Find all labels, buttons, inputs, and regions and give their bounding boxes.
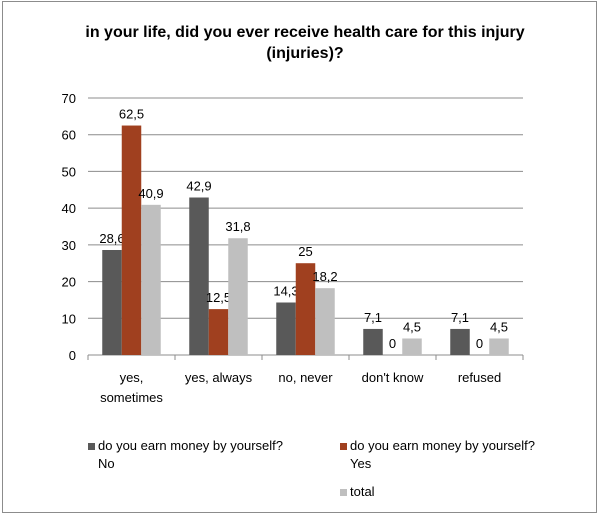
x-tick-label: yes, [120, 370, 144, 385]
bar [402, 338, 422, 355]
data-label: 7,1 [451, 310, 469, 325]
bar [489, 338, 509, 355]
bar [189, 197, 209, 355]
data-label: 4,5 [490, 319, 508, 334]
legend-label-yes: do you earn money by yourself? [350, 438, 535, 453]
bar [295, 263, 316, 355]
data-label: 40,9 [138, 186, 163, 201]
x-tick-label: don't know [362, 370, 424, 385]
data-label: 18,2 [312, 269, 337, 284]
data-label: 7,1 [364, 310, 382, 325]
data-label: 0 [476, 336, 483, 351]
data-label: 4,5 [403, 319, 421, 334]
data-label: 42,9 [186, 178, 211, 193]
bar-chart: 0 10 20 30 40 50 60 70 28,6 62,5 40,9 yes, sometimes… [62, 91, 524, 405]
bar [208, 309, 229, 355]
data-label: 62,5 [119, 107, 144, 122]
chart-title: in your life, did you ever receive healt… [85, 24, 525, 62]
bar [228, 238, 248, 355]
y-tick-label: 30 [62, 238, 76, 253]
data-label: 12,5 [206, 290, 231, 305]
bar [363, 328, 383, 355]
data-label: 25 [298, 244, 312, 259]
bar [276, 302, 296, 355]
y-tick-label: 60 [62, 128, 76, 143]
y-tick-label: 0 [69, 348, 76, 363]
data-label: 28,6 [99, 231, 124, 246]
y-tick-label: 40 [62, 201, 76, 216]
y-tick-label: 70 [62, 91, 76, 106]
legend-label-total: total [350, 484, 375, 499]
data-label: 14,3 [273, 283, 298, 298]
bar [141, 204, 161, 355]
y-tick-label: 50 [62, 164, 76, 179]
legend-label-yes-sub: Yes [350, 456, 372, 471]
x-tick-label: refused [458, 370, 501, 385]
legend-swatch-total [340, 489, 347, 496]
x-tick-label: no, never [278, 370, 333, 385]
bar [102, 249, 122, 355]
legend-swatch-yes [340, 443, 347, 450]
x-tick-label: yes, always [185, 370, 253, 385]
y-tick-label: 20 [62, 275, 76, 290]
data-label: 0 [389, 336, 396, 351]
legend-label-no-sub: No [98, 456, 115, 471]
data-label: 31,8 [225, 219, 250, 234]
x-tick-label: sometimes [100, 390, 163, 405]
legend-label-no: do you earn money by yourself? [98, 438, 283, 453]
bar [450, 328, 470, 355]
legend-swatch-no [88, 443, 95, 450]
bar [315, 288, 335, 355]
y-tick-label: 10 [62, 311, 76, 326]
bar [121, 125, 142, 356]
